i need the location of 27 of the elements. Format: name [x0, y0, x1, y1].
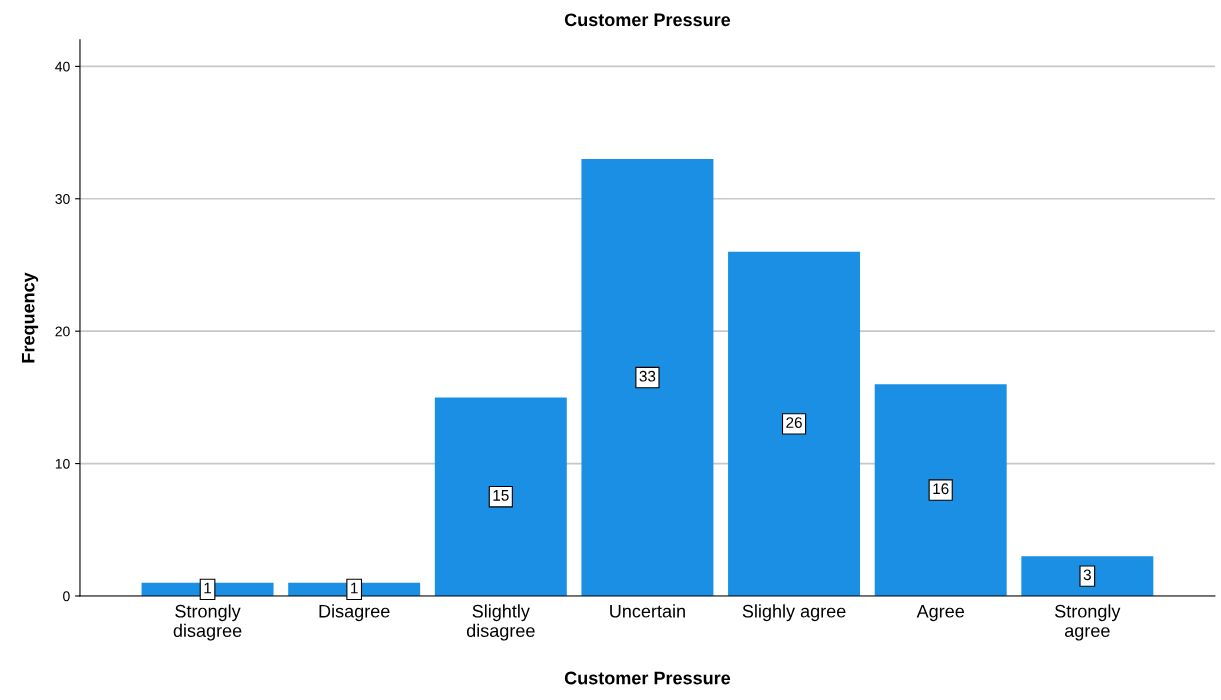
x-tick-label: Strongly agree — [1055, 604, 1121, 641]
x-tick-label: Agree — [916, 604, 964, 622]
bar — [874, 384, 1007, 596]
chart-title: Customer Pressure — [564, 13, 731, 27]
x-tick-label: Slightly disagree — [466, 604, 535, 641]
x-tick-label: Strongly disagree — [173, 604, 242, 641]
bar — [581, 159, 714, 596]
data-label: 1 — [204, 582, 212, 594]
data-label: 33 — [639, 370, 656, 382]
y-tick-label: 0 — [63, 591, 70, 602]
y-tick-label: 30 — [55, 194, 70, 204]
bar — [1021, 556, 1154, 596]
data-label: 3 — [1083, 569, 1091, 581]
y-axis-title: Frequency — [21, 272, 39, 363]
data-label: 26 — [786, 417, 802, 428]
y-tick-label: 10 — [55, 458, 70, 469]
data-label: 15 — [493, 490, 509, 501]
data-label: 1 — [351, 582, 358, 594]
x-tick-label: Slighly agree — [742, 604, 846, 622]
x-tick-label: Disagree — [319, 604, 390, 622]
data-label: 16 — [933, 483, 949, 495]
bar — [434, 397, 567, 596]
bar — [728, 251, 861, 596]
y-tick-label: 20 — [55, 326, 70, 337]
y-tick-label: 40 — [55, 61, 70, 72]
x-axis-title: Customer Pressure — [564, 671, 731, 685]
x-tick-label: Uncertain — [610, 604, 685, 618]
